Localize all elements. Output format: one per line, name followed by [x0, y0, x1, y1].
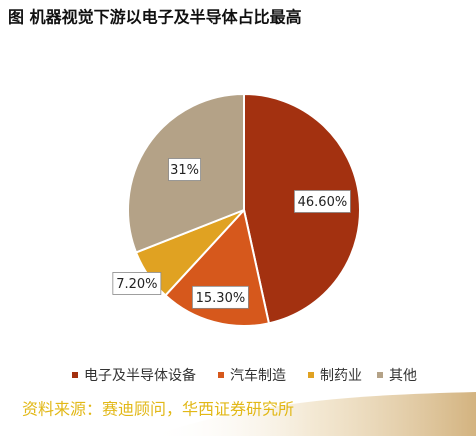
legend-label: 制药业	[320, 368, 362, 384]
decoration	[150, 392, 476, 436]
source: 资料来源：赛迪顾问，华西证券研究所	[22, 400, 294, 419]
pie: 46.60% 15.30% 7.20% 31%	[112, 92, 361, 327]
legend-marker	[218, 372, 224, 378]
label-box	[192, 285, 249, 309]
legend-marker	[72, 372, 78, 378]
legend-label: 汽车制造	[230, 367, 286, 384]
legend-label: 其他	[389, 368, 417, 384]
legend-marker	[308, 372, 314, 378]
label-box	[294, 190, 351, 213]
data-label: 15.30%	[196, 291, 246, 306]
data-label: 7.20%	[116, 277, 157, 292]
data-label: 46.60%	[298, 195, 348, 210]
data-label: 31%	[170, 163, 199, 178]
legend-label: 电子及半导体设备	[84, 367, 196, 384]
legend-marker	[377, 372, 383, 378]
chart-title: 图 机器视觉下游以电子及半导体占比最高	[8, 8, 302, 27]
label-box	[168, 158, 201, 181]
legend: 电子及半导体设备 汽车制造 制药业 其他	[72, 367, 417, 384]
label-box	[112, 272, 162, 295]
